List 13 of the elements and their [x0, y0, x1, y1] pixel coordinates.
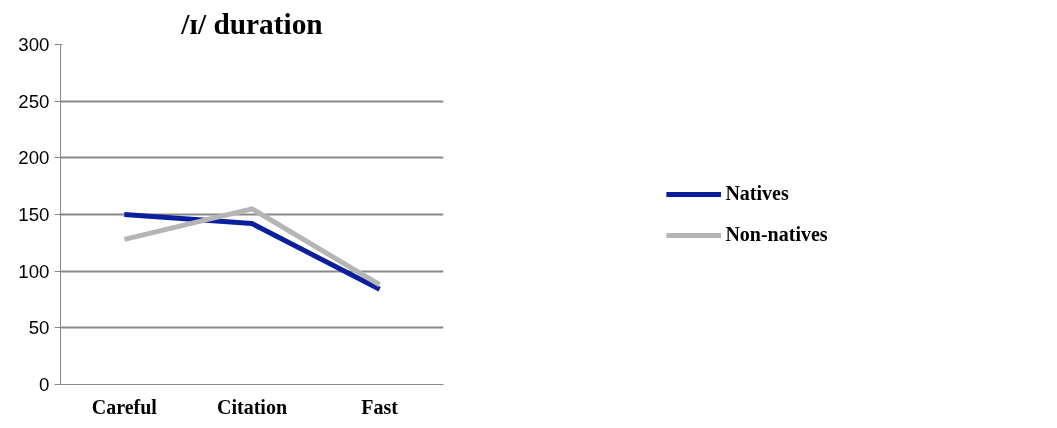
x-tick-label: Fast	[361, 395, 399, 418]
legend-label: Natives	[725, 182, 789, 205]
y-tick-label: 150	[18, 204, 50, 225]
y-tick-label: 250	[18, 90, 50, 112]
x-tick-label: Citation	[217, 395, 287, 418]
y-tick-label: 200	[18, 147, 50, 169]
x-tick-label: Careful	[91, 395, 158, 418]
y-tick-label: 300	[18, 34, 50, 55]
legend-label: Non-natives	[725, 223, 828, 246]
y-tick-label: 100	[18, 260, 50, 282]
chart-title: /ɪ/ duration	[180, 7, 323, 40]
y-tick-label: 0	[39, 374, 50, 395]
y-tick-label: 50	[28, 317, 50, 339]
